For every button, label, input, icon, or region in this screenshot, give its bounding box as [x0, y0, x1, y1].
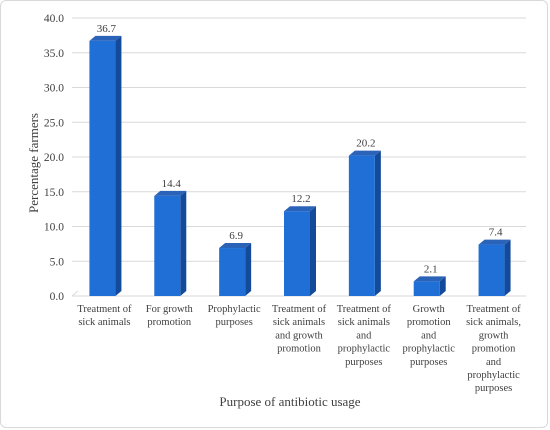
category-labels: Treatment of sick animals For growth promot…	[77, 304, 521, 394]
data-label: 7.4	[489, 227, 503, 239]
data-label: 20.2	[356, 138, 375, 150]
category-label-line: sick animals	[78, 317, 130, 328]
bar-top	[89, 35, 122, 41]
bar-side	[374, 150, 381, 296]
bar-top	[219, 243, 252, 249]
category-label-line: purposes	[345, 357, 382, 368]
y-tick-label: 20.0	[44, 152, 64, 164]
category-label-line: sick animals,	[466, 317, 521, 328]
bar-top	[154, 190, 187, 196]
bar-top	[478, 239, 511, 245]
category-label-line: and	[356, 330, 372, 341]
category-label: Treatment of sick animals, growth promotion…	[466, 304, 521, 394]
category-label-line: promotion	[472, 344, 516, 355]
bar-side	[439, 276, 446, 296]
category-label-line: sick animals	[338, 317, 390, 328]
category-label-line: purposes	[475, 383, 512, 394]
bar-front	[219, 248, 246, 296]
bar-front	[413, 281, 440, 296]
category-label-line: promotion	[407, 317, 451, 328]
category-label-line: For growth	[146, 304, 194, 315]
bar	[478, 239, 511, 296]
bar	[413, 276, 446, 296]
category-label-line: Treatment of	[466, 304, 521, 315]
category-label-line: Treatment of	[337, 304, 392, 315]
bar-front	[89, 40, 116, 297]
y-tick-label: 40.0	[44, 13, 64, 25]
y-tick-label: 15.0	[44, 187, 64, 199]
category-label-line: promotion	[277, 344, 321, 355]
data-labels: 36.7 14.4 6.9 12.2 20.2 2.1 7.4	[97, 23, 503, 275]
bar-side	[180, 190, 187, 296]
category-label: For growth promotion	[146, 304, 194, 328]
bars	[89, 35, 511, 297]
y-tick-label: 35.0	[44, 48, 64, 60]
category-label: Growth promotion and prophylactic purposes	[402, 304, 455, 368]
bar	[219, 243, 252, 296]
bar-top	[413, 276, 446, 282]
x-axis-title: Purpose of antibiotic usage	[219, 394, 360, 409]
data-label: 6.9	[229, 230, 243, 242]
gridlines	[71, 17, 526, 297]
category-label-line: Treatment of	[272, 304, 327, 315]
data-label: 14.4	[162, 178, 182, 190]
category-label-line: purposes	[410, 357, 447, 368]
category-label-line: prophylactic	[402, 344, 455, 355]
bar-side	[310, 206, 316, 296]
category-label-line: Treatment of	[77, 304, 132, 315]
category-label-line: and growth	[275, 330, 323, 341]
bar-side	[504, 239, 511, 296]
y-axis-ticks: 0.0 5.0 10.0 15.0 20.0 25.0 30.0 35.0 40.0	[44, 13, 64, 303]
bar-top	[348, 150, 381, 156]
bar	[348, 150, 381, 296]
y-axis-title: Percentage farmers	[26, 113, 41, 213]
category-label: Treatment of sick animals and prophylactic p…	[337, 304, 392, 368]
bar-top	[284, 206, 316, 212]
category-label-line: and	[421, 330, 437, 341]
category-label-line: growth	[479, 330, 509, 341]
bar	[154, 190, 187, 296]
category-label: Prophylactic purposes	[208, 304, 261, 328]
category-label-line: prophylactic	[338, 344, 391, 355]
data-label: 36.7	[97, 23, 117, 35]
bar-front	[154, 195, 181, 296]
bar-front	[284, 211, 310, 296]
bar-side	[115, 35, 122, 297]
bar	[89, 35, 122, 297]
category-label-line: and	[486, 357, 502, 368]
data-label: 12.2	[291, 193, 310, 205]
category-label-line: prophylactic	[467, 370, 520, 381]
y-tick-label: 0.0	[50, 291, 65, 303]
category-label-line: promotion	[147, 317, 191, 328]
category-label-line: Growth	[413, 304, 446, 315]
data-label: 2.1	[424, 263, 438, 275]
bar-side	[245, 243, 252, 296]
y-tick-label: 10.0	[44, 222, 64, 234]
y-tick-label: 5.0	[50, 256, 65, 268]
category-label: Treatment of sick animals	[77, 304, 132, 328]
y-tick-label: 25.0	[44, 117, 64, 129]
category-label: Treatment of sick animals and growth promot…	[272, 304, 327, 355]
y-tick-label: 30.0	[44, 83, 64, 95]
bar	[284, 206, 316, 296]
bar-front	[478, 244, 505, 296]
category-label-line: purposes	[215, 317, 252, 328]
category-label-line: Prophylactic	[208, 304, 261, 315]
category-label-line: sick animals	[273, 317, 325, 328]
floor-edge	[71, 290, 79, 297]
bar-front	[348, 155, 375, 296]
